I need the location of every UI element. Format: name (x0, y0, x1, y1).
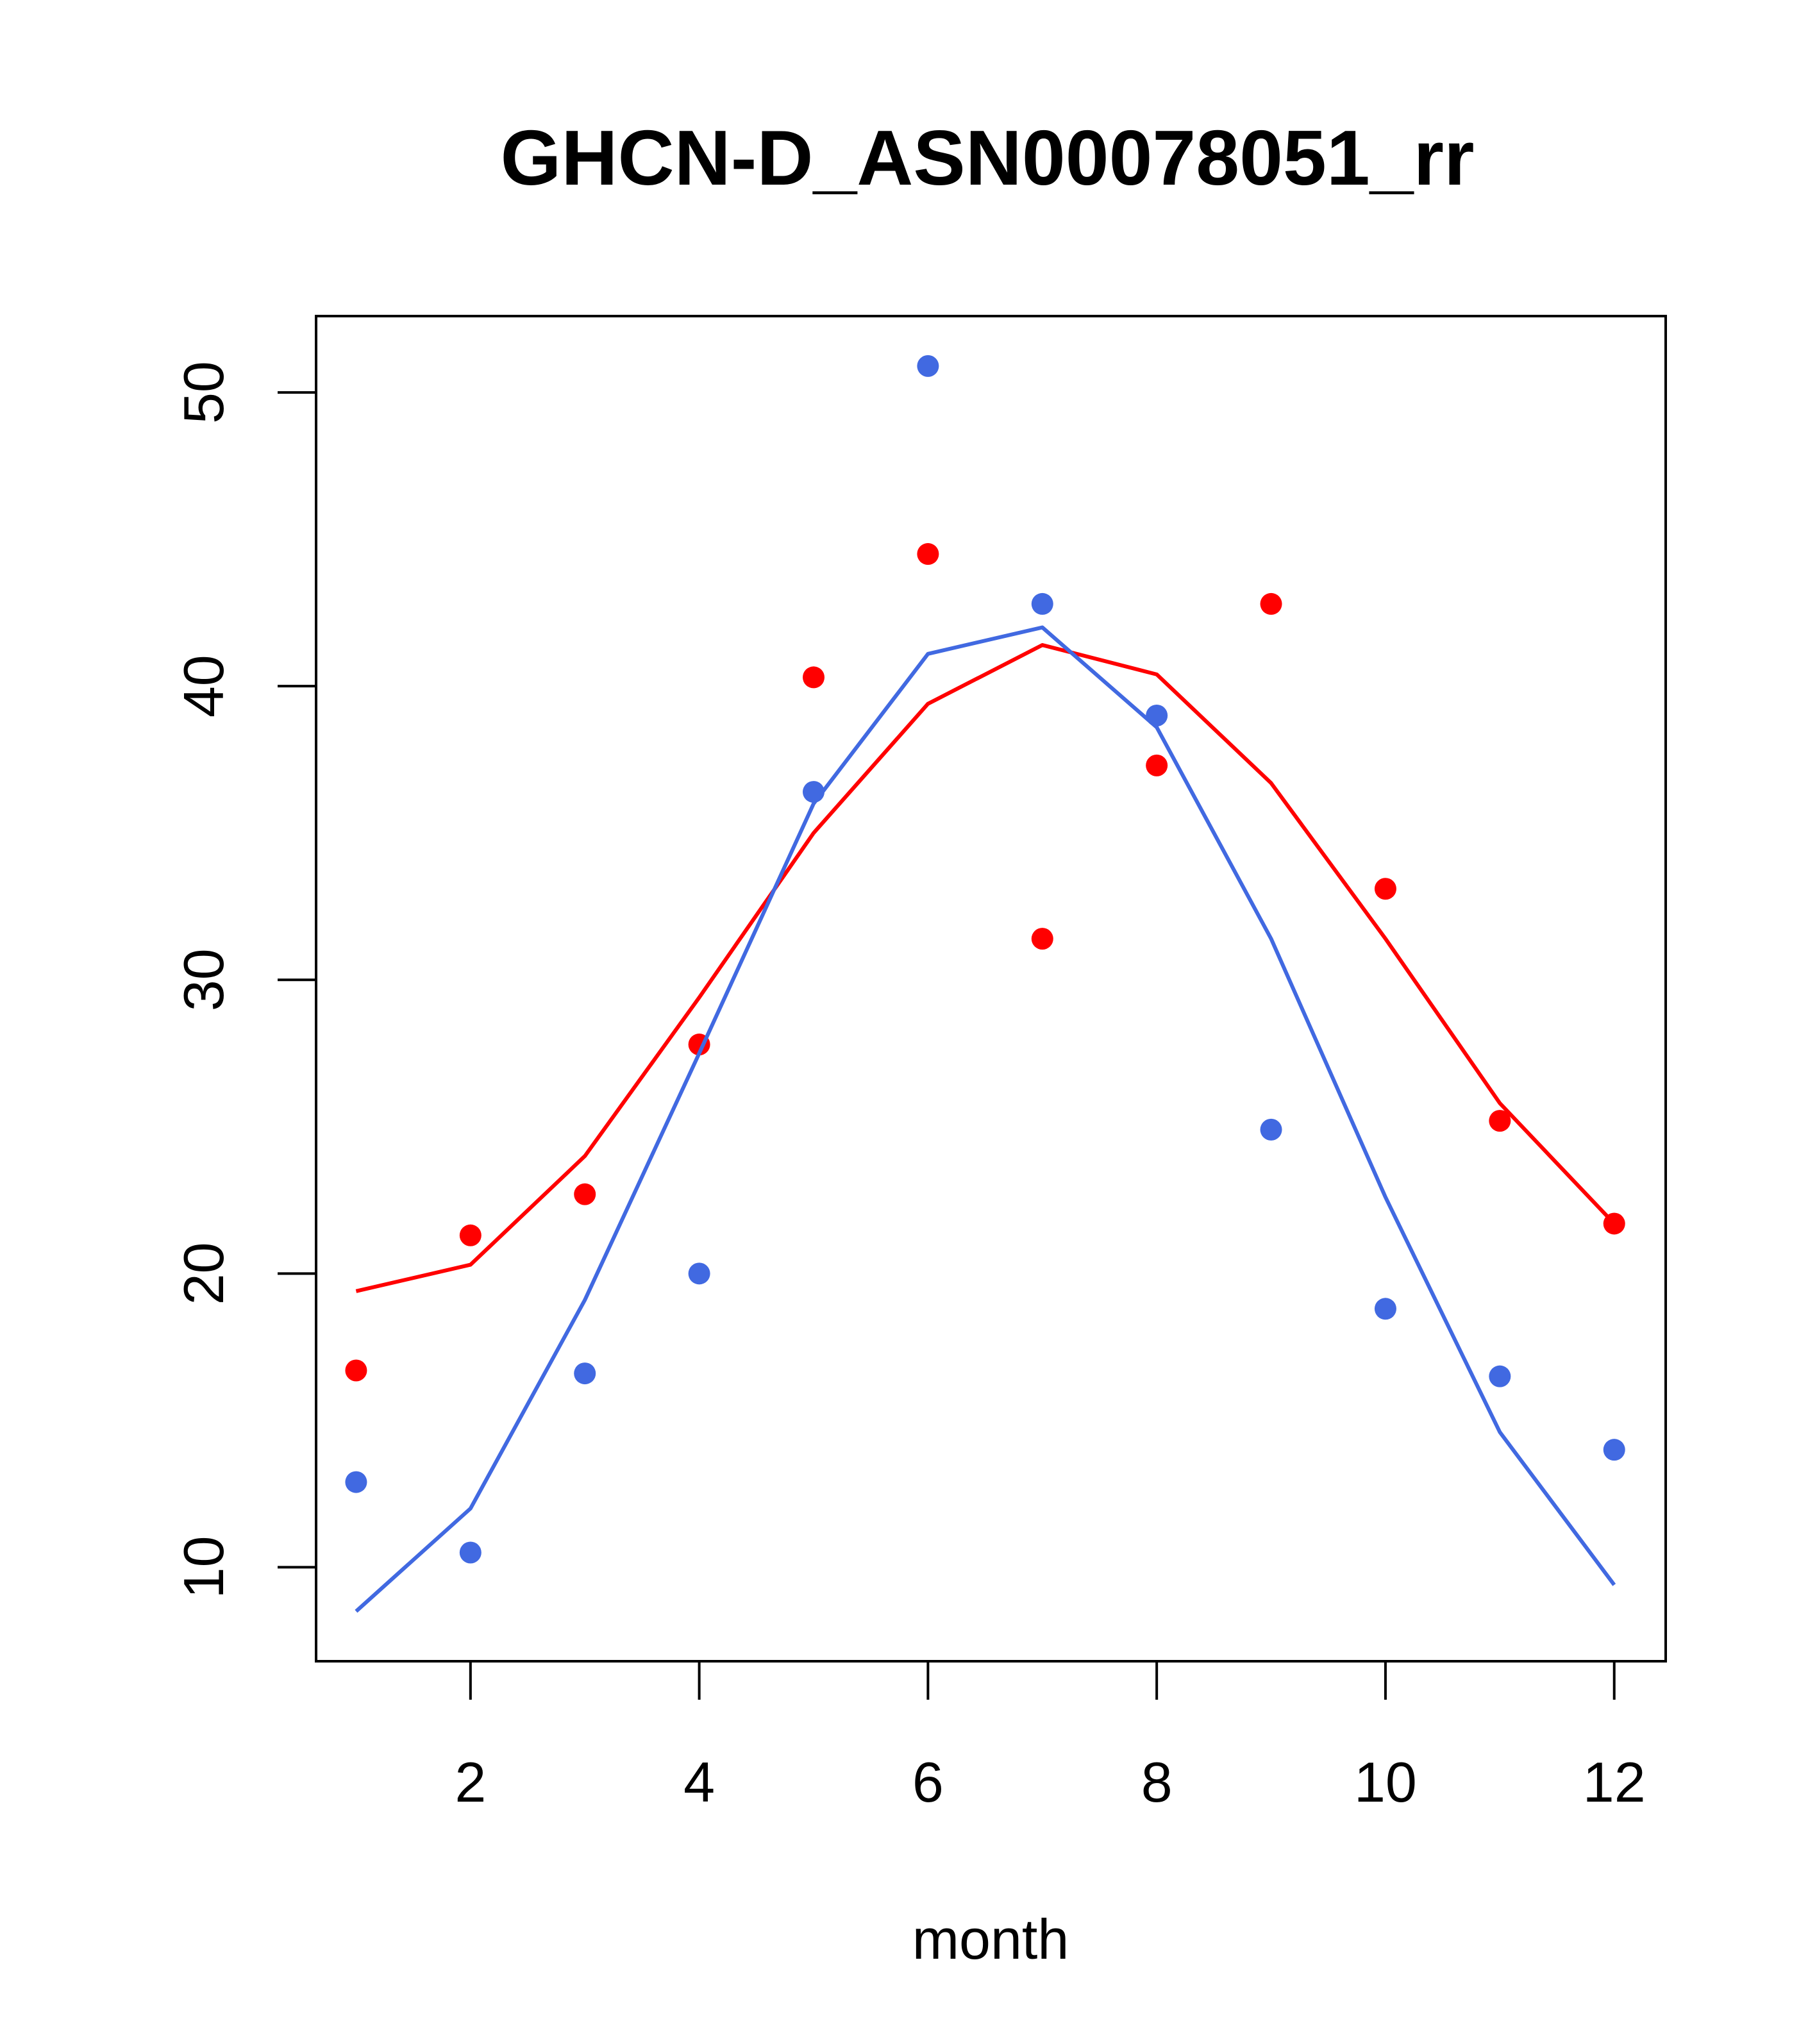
series-2-line (355, 625, 1616, 1613)
series-2-point (688, 1262, 710, 1285)
x-tick-label: 4 (683, 1750, 715, 1814)
x-tick-label: 6 (912, 1750, 944, 1814)
series-1-line (355, 643, 1616, 1293)
series-1-point (1260, 592, 1282, 615)
x-tick-label: 10 (1354, 1750, 1417, 1814)
series-2-point (1374, 1298, 1396, 1320)
series-1-point (802, 666, 825, 689)
series-1 (345, 543, 1625, 1382)
series-2 (345, 355, 1625, 1613)
series-2-point (802, 781, 825, 803)
y-tick-label: 50 (172, 361, 235, 424)
series-2-point (574, 1362, 596, 1385)
series-2-point (345, 1471, 367, 1493)
series-1-point (1031, 928, 1053, 950)
y-axis: 10 20 30 40 50 (172, 361, 317, 1598)
series-1-point (574, 1183, 596, 1205)
plot-frame (315, 315, 1667, 1663)
series-2-point (1146, 704, 1168, 726)
series-1-point (1489, 1110, 1511, 1132)
series-2-point (1260, 1118, 1282, 1141)
x-tick-label: 2 (455, 1750, 486, 1814)
series-2-point (459, 1541, 481, 1564)
x-tick-label: 8 (1141, 1750, 1173, 1814)
x-tick-label: 12 (1583, 1750, 1646, 1814)
series-2-point (1031, 592, 1053, 615)
series-1-point (345, 1359, 367, 1382)
series-1-point (917, 543, 939, 565)
series-1-point (1374, 878, 1396, 900)
x-axis: 2 4 6 8 10 12 (455, 1660, 1646, 1814)
y-tick-label: 40 (172, 655, 235, 717)
series-1-point (1603, 1212, 1625, 1235)
y-tick-label: 20 (172, 1242, 235, 1305)
series-2-point (1489, 1365, 1511, 1387)
series-layer (345, 355, 1625, 1613)
series-1-point (459, 1224, 481, 1246)
series-1-point (1146, 754, 1168, 776)
y-tick-label: 10 (172, 1536, 235, 1598)
x-axis-title: month (912, 1907, 1069, 1971)
series-2-point (1603, 1439, 1625, 1461)
y-tick-label: 30 (172, 948, 235, 1011)
series-2-point (917, 355, 939, 377)
chart-title: GHCN-D_ASN00078051_rr (501, 114, 1475, 201)
